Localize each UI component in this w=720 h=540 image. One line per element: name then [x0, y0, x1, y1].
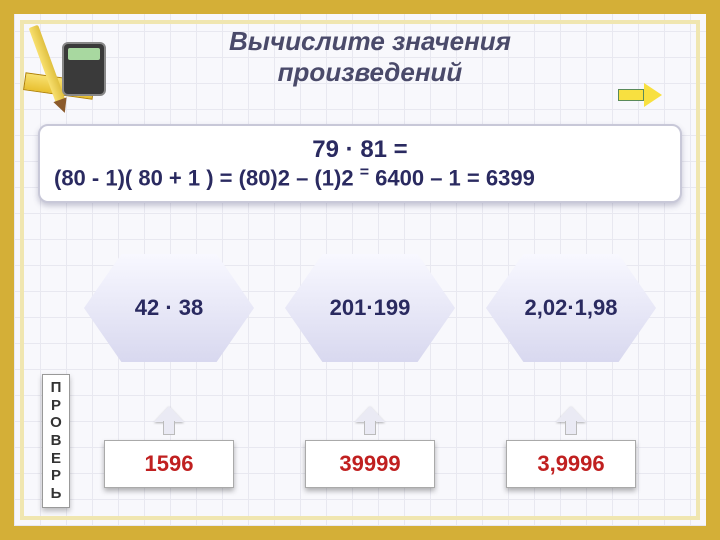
- check-letter: Ь: [43, 485, 69, 503]
- answers-row: 1596 39999 3,9996: [84, 406, 656, 488]
- problems-row: 42 · 38 201·199 2,02·1,98: [84, 254, 656, 362]
- example-line-1: 79 · 81 =: [54, 136, 666, 164]
- check-letter: В: [43, 432, 69, 450]
- example-line-2: (80 - 1)( 80 + 1 ) = (80)2 – (1)2 = 6400…: [54, 164, 666, 191]
- answer-1: 1596: [104, 440, 234, 488]
- slide-title: Вычислите значения произведений: [124, 26, 616, 88]
- hex-3: 2,02·1,98: [486, 254, 656, 362]
- check-letter: Р: [43, 467, 69, 485]
- problem-1: 42 · 38: [84, 254, 254, 362]
- hex-2: 201·199: [285, 254, 455, 362]
- hex-1: 42 · 38: [84, 254, 254, 362]
- check-button[interactable]: П Р О В Е Р Ь: [42, 374, 70, 508]
- problem-2: 201·199: [285, 254, 455, 362]
- check-letter: П: [43, 379, 69, 397]
- check-letter: Е: [43, 450, 69, 468]
- up-arrow-icon: [154, 406, 184, 434]
- answer-col-1: 1596: [84, 406, 254, 488]
- next-arrow-icon[interactable]: [618, 84, 664, 106]
- check-letter: О: [43, 414, 69, 432]
- up-arrow-icon: [355, 406, 385, 434]
- title-line-2: произведений: [124, 57, 616, 88]
- school-supplies-icon: [22, 22, 112, 112]
- calculator-icon: [62, 42, 106, 96]
- slide-frame: Вычислите значения произведений 79 · 81 …: [0, 0, 720, 540]
- answer-col-2: 39999: [285, 406, 455, 488]
- up-arrow-icon: [556, 406, 586, 434]
- example-equals-super: =: [360, 164, 369, 181]
- title-line-1: Вычислите значения: [124, 26, 616, 57]
- example-part-a: (80 - 1)( 80 + 1 ) = (80)2 – (1)2: [54, 165, 360, 190]
- answer-2: 39999: [305, 440, 435, 488]
- example-part-c: 6400 – 1 = 6399: [369, 165, 535, 190]
- answer-3: 3,9996: [506, 440, 636, 488]
- answer-col-3: 3,9996: [486, 406, 656, 488]
- check-letter: Р: [43, 397, 69, 415]
- example-box: 79 · 81 = (80 - 1)( 80 + 1 ) = (80)2 – (…: [38, 124, 682, 203]
- problem-3: 2,02·1,98: [486, 254, 656, 362]
